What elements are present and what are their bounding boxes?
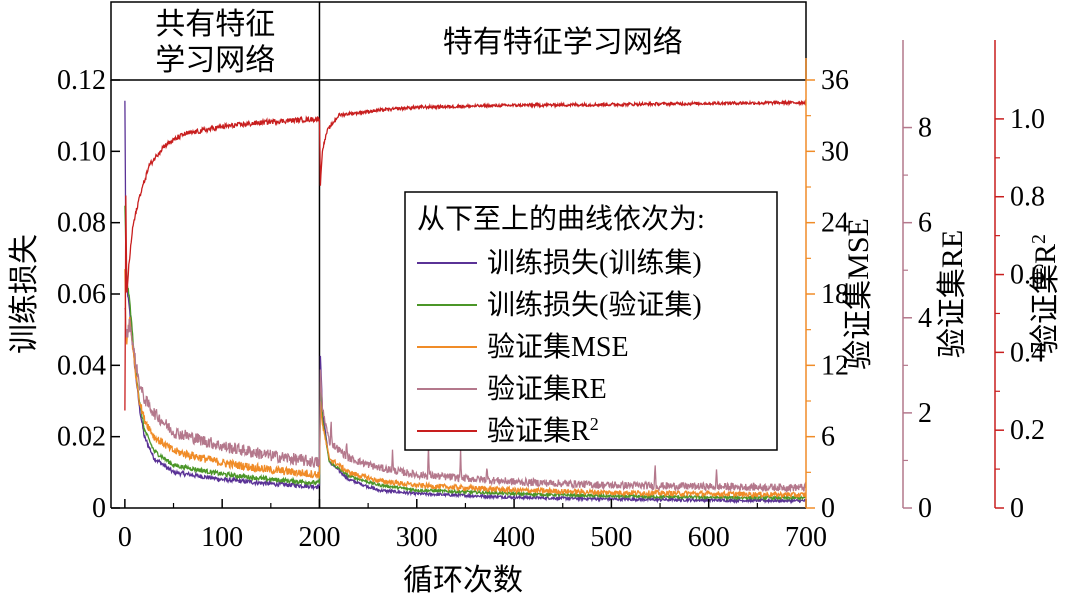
series-line-4 [124, 99, 806, 411]
y-re-tick-label-2: 4 [918, 303, 932, 334]
x-tick-label-0: 0 [118, 522, 132, 553]
series-line-1 [124, 205, 806, 502]
y-left-tick-label-5: 0.10 [57, 136, 106, 167]
y-re-tick-label-4: 8 [918, 113, 932, 144]
y-r2-tick-label-0: 0 [1010, 493, 1024, 524]
stage-box-frame [110, 1, 807, 81]
x-tick-label-7: 700 [785, 522, 827, 553]
y-mse-tick-label-6: 36 [821, 65, 849, 96]
x-tick-label-4: 400 [493, 522, 535, 553]
legend-box [404, 191, 778, 451]
stage-label-shared-line1: 共有特征 [155, 8, 275, 41]
legend: 从下至上的曲线依次为: 训练损失(训练集) 训练损失(验证集) 验证集MSE 验证集RE… [404, 191, 778, 451]
series-line-2 [124, 269, 806, 500]
legend-label-4: 验证集R2 [487, 414, 599, 447]
y-mse-tick-label-2: 12 [821, 350, 849, 381]
legend-title: 从下至上的曲线依次为: [417, 203, 705, 235]
y-left-tick-label-3: 0.06 [57, 279, 106, 310]
y-left-tick-label-1: 0.02 [57, 422, 106, 453]
x-tick-label-1: 100 [201, 522, 243, 553]
y-mse-tick-label-3: 18 [821, 279, 849, 310]
y-r2-tick-label-2: 0.4 [1010, 337, 1045, 368]
y-r2-tick-label-4: 0.8 [1010, 182, 1045, 213]
y-re-tick-label-3: 6 [918, 208, 932, 239]
series-line-3 [124, 307, 806, 494]
y-axis-r2-label: 验证集R2 [1028, 234, 1062, 354]
stage-label-shared-line2: 学习网络 [155, 44, 275, 77]
y-left-tick-label-2: 0.04 [57, 350, 106, 381]
series-line-0 [124, 100, 806, 505]
y-left-tick-label-0: 0 [92, 493, 106, 524]
y-left-tick-label-6: 0.12 [57, 65, 106, 96]
y-r2-tick-label-3: 0.6 [1010, 260, 1045, 291]
y-mse-tick-label-0: 0 [821, 493, 835, 524]
y-r2-tick-label-1: 0.2 [1010, 415, 1045, 446]
x-tick-label-6: 600 [688, 522, 730, 553]
y-re-tick-label-1: 2 [918, 398, 932, 429]
y-re-tick-label-0: 0 [918, 493, 932, 524]
y-axis-mse-label: 验证集MSE [842, 218, 875, 370]
legend-label-2: 验证集MSE [487, 331, 629, 363]
x-axis-label: 循环次数 [403, 564, 523, 597]
y-axis-left-label: 训练损失 [8, 234, 41, 354]
legend-label-3: 验证集RE [487, 373, 607, 405]
y-left-tick-label-4: 0.08 [57, 208, 106, 239]
legend-label-1: 训练损失(验证集) [487, 289, 702, 321]
x-tick-label-2: 200 [298, 522, 340, 553]
y-mse-tick-label-4: 24 [821, 208, 849, 239]
axes-layer: 0 100 200 300 400 500 600 700循环次数00.020.040.060… [8, 40, 1062, 597]
stage-label-specific: 特有特征学习网络 [443, 26, 683, 59]
y-axis-re-label: 验证集RE [936, 230, 969, 358]
y-r2-tick-label-5: 1.0 [1010, 104, 1045, 135]
x-tick-label-3: 300 [396, 522, 438, 553]
y-mse-tick-label-1: 6 [821, 422, 835, 453]
x-tick-label-5: 500 [590, 522, 632, 553]
legend-label-0: 训练损失(训练集) [487, 247, 702, 279]
y-mse-tick-label-5: 30 [821, 136, 849, 167]
series-layer [124, 99, 806, 505]
